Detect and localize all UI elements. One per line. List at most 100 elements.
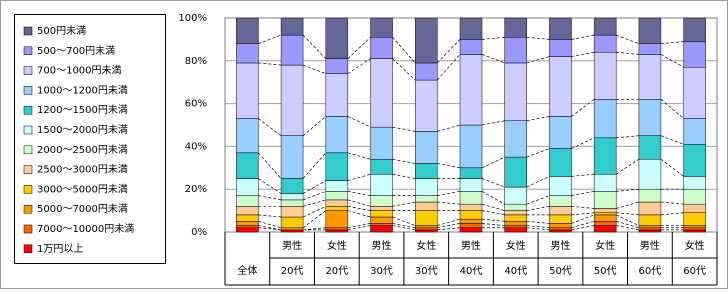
bar-segment [549, 39, 572, 57]
bar-segment [593, 221, 617, 226]
y-tick-label: 80% [185, 56, 207, 67]
connector-line [437, 124, 461, 132]
connector-line [302, 64, 326, 74]
connector-line [526, 220, 550, 224]
y-tick-label: 100% [178, 13, 207, 24]
x-tick-label: 40代 [504, 265, 527, 277]
bar-segment [280, 135, 304, 179]
bar-segment [236, 221, 259, 226]
bar-segment [236, 225, 259, 228]
bar-segment [638, 158, 662, 190]
bar-segment [415, 131, 438, 164]
connector-line [437, 223, 461, 229]
connector-line [437, 39, 461, 64]
bar-segment [280, 199, 304, 207]
x-tick-label: 60代 [683, 265, 706, 277]
bar-segment [415, 178, 438, 196]
x-tick-label: 女性 [506, 239, 526, 252]
connector-line [571, 173, 595, 177]
connector-line [616, 201, 640, 209]
bar-segment [459, 178, 483, 192]
connector-line [526, 36, 550, 40]
connector-line [571, 205, 595, 209]
bar-segment [504, 210, 527, 216]
connector-line [347, 37, 371, 59]
x-tick-label: 全体 [237, 264, 257, 277]
y-tick-label: 60% [185, 99, 207, 110]
connector-line [571, 190, 595, 196]
connector-line [302, 34, 327, 59]
connector-line [392, 37, 416, 64]
connector-line [392, 158, 416, 164]
connector-line [347, 205, 371, 211]
connector-line [437, 163, 461, 169]
legend-label: 1200～1500円未満 [37, 104, 128, 116]
connector-line [660, 201, 684, 205]
bar-segment [593, 208, 617, 213]
legend-swatch [23, 66, 33, 75]
connector-line [616, 214, 640, 226]
bar-segment [549, 148, 572, 177]
y-tick-label: 0% [191, 227, 207, 238]
connector-line [258, 34, 282, 45]
bar-segment [504, 203, 527, 211]
connector-line [526, 116, 550, 122]
connector-line [347, 199, 371, 207]
bar-segment [593, 214, 617, 222]
bar-segment [504, 120, 527, 158]
legend-swatch [23, 145, 33, 155]
bar-segment [370, 210, 393, 218]
bar-segment [504, 37, 527, 64]
connector-line [660, 135, 684, 145]
bar-segment [683, 212, 706, 226]
legend-label: 5000～7000円未満 [37, 203, 128, 215]
bar-segment [280, 229, 304, 233]
legend-label: 1000～1200円未満 [37, 84, 128, 96]
bar-segment [593, 212, 617, 216]
connector-line [302, 152, 327, 179]
legend-label: 7000～10000円未満 [37, 223, 134, 235]
bar-segment [280, 178, 304, 194]
x-tick-label: 女性 [416, 239, 436, 252]
bar-segment [325, 58, 349, 74]
bar-segment [638, 214, 662, 226]
x-tick-label: 50代 [549, 265, 572, 277]
bar-segment [638, 229, 662, 233]
bar-segment [683, 144, 706, 177]
connector-line [526, 176, 550, 188]
y-tick-label: 20% [185, 184, 207, 195]
bar-segment [549, 214, 572, 224]
connector-line [392, 216, 416, 226]
x-tick-label: 20代 [325, 265, 348, 277]
bar-segment [415, 229, 438, 233]
bar-segment [683, 66, 706, 119]
bar-segment [549, 229, 572, 233]
connector-line [347, 173, 371, 181]
connector-line [526, 227, 550, 231]
bar-segment [593, 225, 617, 233]
bar-segment [415, 201, 438, 211]
legend-label: 500～700円未満 [37, 45, 115, 57]
connector-line [526, 205, 550, 211]
connector-line [660, 54, 684, 68]
bar-segment [683, 225, 706, 228]
connector-line [616, 135, 639, 139]
connector-line [347, 116, 371, 128]
bar-segment [370, 173, 393, 196]
bar-segment [683, 229, 706, 233]
legend-label: 3000～5000円未満 [37, 183, 128, 195]
bar-segment [459, 203, 483, 211]
bar-segment [549, 176, 572, 196]
connector-line [571, 220, 595, 229]
bar-segment [415, 163, 438, 179]
bar-segment [638, 225, 662, 228]
connector-line [616, 220, 640, 229]
bar-segment [638, 201, 662, 216]
bar-segment [370, 17, 393, 38]
bar-segment [280, 206, 304, 218]
legend-label: 1万円以上 [37, 243, 83, 255]
connector-line [392, 58, 416, 81]
connector-line [481, 191, 505, 205]
bar-segment [370, 195, 393, 207]
